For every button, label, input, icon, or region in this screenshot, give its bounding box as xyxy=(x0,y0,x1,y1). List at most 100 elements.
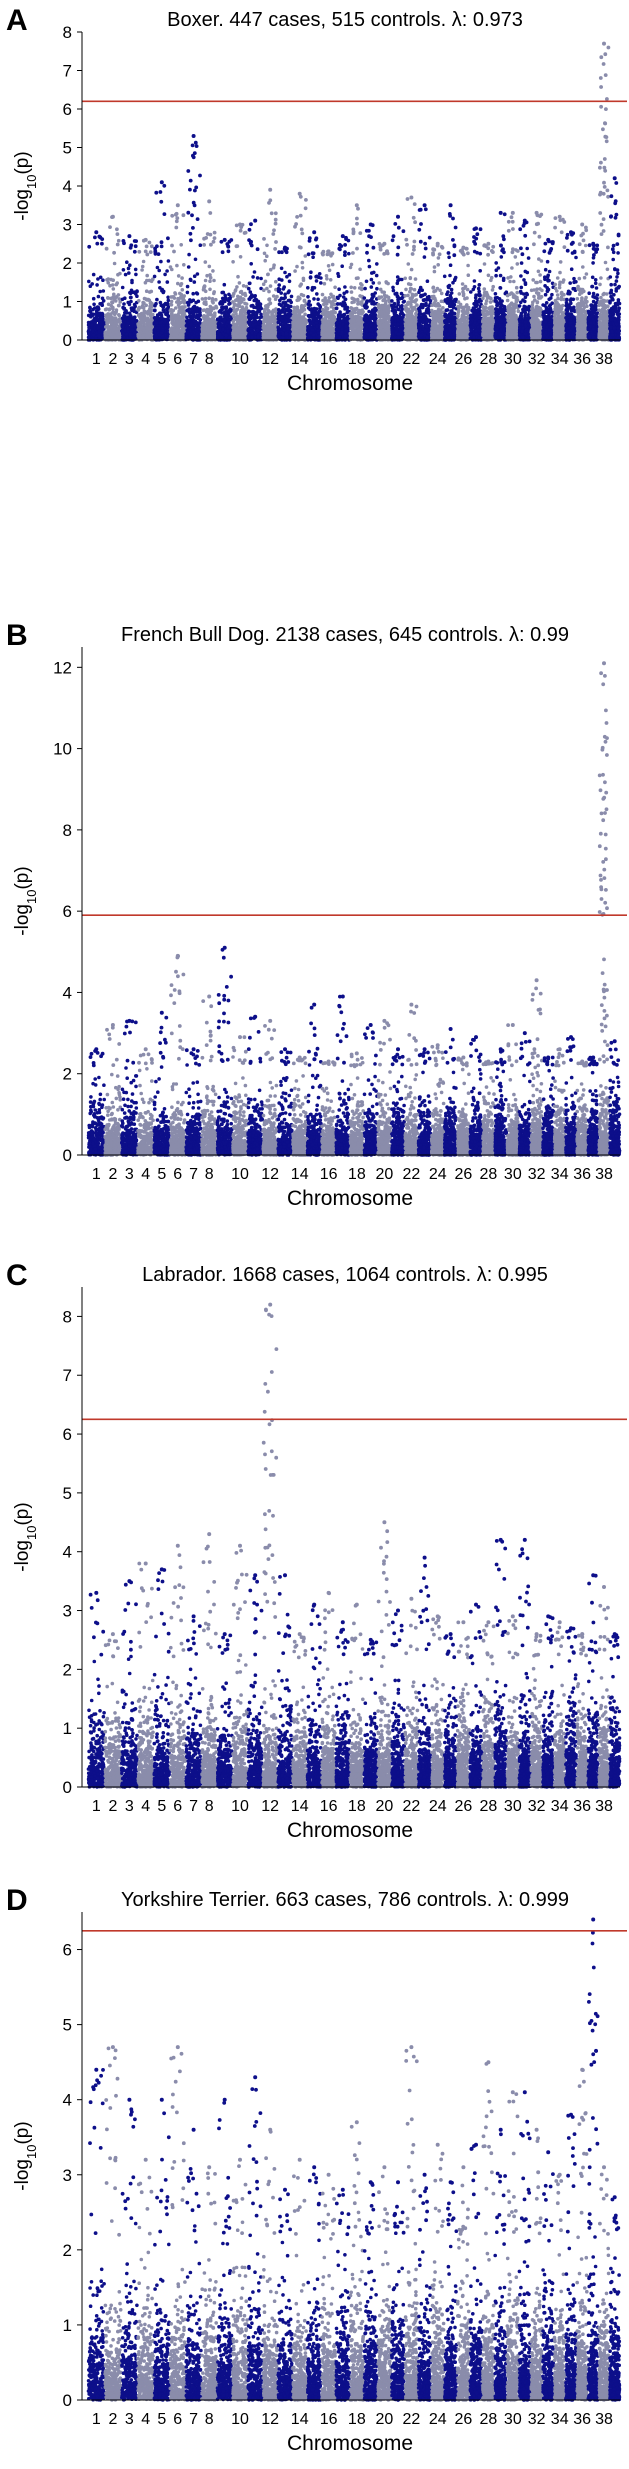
data-point xyxy=(209,327,214,331)
data-point xyxy=(104,246,109,251)
data-point xyxy=(120,285,125,290)
data-point xyxy=(286,290,291,295)
data-point xyxy=(142,310,147,314)
data-point xyxy=(198,313,202,318)
data-point xyxy=(355,325,359,329)
data-point xyxy=(132,335,136,340)
data-point xyxy=(231,294,235,298)
data-point xyxy=(187,318,191,323)
data-point xyxy=(147,290,152,294)
data-point xyxy=(180,312,185,316)
data-point xyxy=(374,273,379,278)
data-point xyxy=(233,288,238,292)
data-point xyxy=(300,260,305,265)
data-point xyxy=(271,232,276,236)
data-point xyxy=(192,319,197,323)
data-point xyxy=(135,289,139,294)
data-point xyxy=(174,219,179,224)
data-point xyxy=(241,284,246,288)
data-point xyxy=(152,274,157,279)
data-point xyxy=(306,302,311,307)
data-point xyxy=(157,268,161,273)
data-point xyxy=(349,285,354,290)
data-point xyxy=(301,293,306,298)
data-point xyxy=(145,319,149,323)
data-point xyxy=(357,318,362,323)
data-point xyxy=(176,322,180,326)
data-point xyxy=(343,334,348,339)
data-point xyxy=(334,327,339,331)
data-point xyxy=(105,278,109,282)
data-point xyxy=(272,228,276,233)
data-point xyxy=(157,280,161,284)
data-point xyxy=(328,327,332,332)
data-point xyxy=(267,289,271,294)
data-point xyxy=(106,296,110,300)
data-point xyxy=(310,307,314,311)
data-point xyxy=(202,236,207,241)
data-point xyxy=(298,319,302,323)
data-point xyxy=(280,278,284,282)
data-point xyxy=(94,309,99,313)
data-point xyxy=(270,327,274,332)
data-point xyxy=(90,323,94,327)
data-point xyxy=(266,332,271,337)
data-point xyxy=(227,296,231,301)
data-point xyxy=(226,329,230,334)
data-point xyxy=(343,297,348,302)
data-point xyxy=(362,296,367,300)
data-point xyxy=(107,312,112,317)
data-point xyxy=(128,245,133,250)
data-point xyxy=(302,327,307,332)
data-point xyxy=(106,326,111,331)
data-point xyxy=(224,314,229,319)
data-point xyxy=(195,332,199,336)
data-point xyxy=(322,317,327,321)
data-point xyxy=(145,298,149,302)
data-point xyxy=(108,317,112,322)
data-point xyxy=(206,332,211,336)
data-point xyxy=(186,210,191,215)
data-point xyxy=(154,301,158,306)
data-point xyxy=(293,269,297,273)
data-point xyxy=(100,303,104,308)
data-point xyxy=(299,227,304,232)
data-point xyxy=(238,254,243,259)
data-point xyxy=(235,244,240,249)
data-point xyxy=(307,236,312,241)
data-point xyxy=(175,300,179,304)
data-point xyxy=(270,312,275,317)
chart-title: Boxer. 447 cases, 515 controls. λ: 0.973 xyxy=(167,9,523,31)
data-point xyxy=(235,314,240,319)
data-point xyxy=(249,262,253,266)
data-point xyxy=(340,264,345,269)
data-point xyxy=(113,326,118,331)
data-point xyxy=(317,272,322,276)
data-point xyxy=(178,316,183,320)
data-point xyxy=(110,283,115,287)
data-point xyxy=(188,187,192,192)
data-point xyxy=(315,324,319,329)
data-point xyxy=(338,312,342,316)
data-point xyxy=(300,266,305,270)
data-point xyxy=(175,263,179,268)
data-point xyxy=(252,305,256,310)
data-point xyxy=(179,300,183,305)
data-point xyxy=(316,334,321,339)
data-point xyxy=(178,291,182,296)
data-point xyxy=(125,260,129,265)
data-point xyxy=(96,317,101,322)
data-point xyxy=(188,178,193,183)
data-point xyxy=(226,244,231,249)
data-point xyxy=(173,292,178,296)
data-point xyxy=(116,272,120,277)
data-point xyxy=(347,251,351,256)
data-point xyxy=(129,288,134,293)
data-point xyxy=(292,326,297,331)
data-point xyxy=(208,275,213,280)
data-point xyxy=(139,321,144,326)
data-point xyxy=(198,243,203,247)
data-point xyxy=(263,258,268,263)
data-point xyxy=(133,244,138,249)
data-point xyxy=(128,295,133,300)
